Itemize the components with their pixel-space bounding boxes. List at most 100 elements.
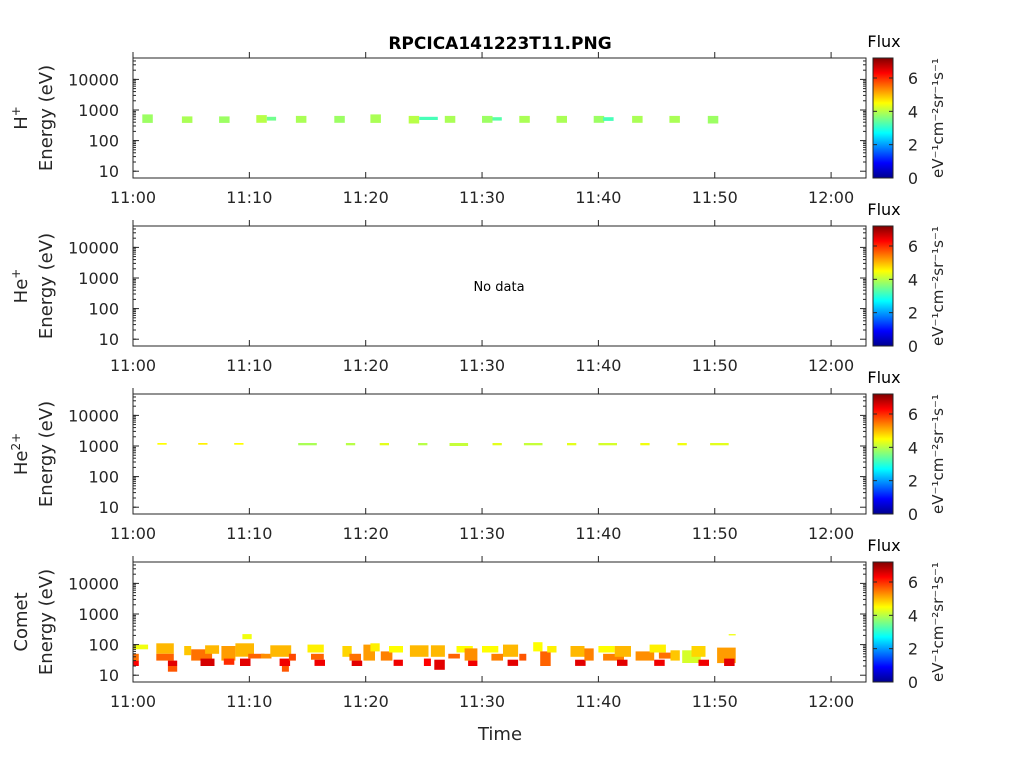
y-tick-label: 100 [88,132,119,151]
species-name: H [11,116,32,130]
flux-cell [491,653,503,661]
y-axis-label: Energy (eV) [36,569,57,675]
panel-4: 11:00 11:10 11:20 11:30 11:40 11:50 12:00 10 100… [11,536,947,711]
flux-cell [698,659,709,666]
colorbar: 0 2 4 6 Flux eV⁻¹cm⁻²sr⁻¹s⁻¹ [867,200,947,356]
x-tick-label: 11:10 [226,692,272,711]
colorbar-tick-label: 6 [908,69,918,88]
colorbar-tick-label: 2 [908,640,918,659]
flux-cell [430,645,445,657]
flux-cell [156,653,174,661]
colorbar-tick-label: 0 [908,673,918,692]
flux-cell [279,658,291,666]
flux-cell [242,634,252,640]
flux-cell [198,443,208,445]
x-tick-label: 11:20 [343,692,389,711]
flux-cell [342,646,352,657]
flux-cell [710,443,729,446]
x-tick-label: 12:00 [808,356,854,375]
plot-frame [132,393,867,515]
flux-cell [281,666,289,672]
colorbar-tick-label: 6 [908,237,918,256]
flux-cell [423,658,431,666]
flux-cell [256,115,267,123]
x-tick-label: 11:00 [110,188,156,207]
colorbar-tick-label: 6 [908,405,918,424]
x-tick-label: 11:10 [226,356,272,375]
flux-cell [464,648,478,661]
y-tick-label: 10000 [68,238,119,257]
flux-cell [677,443,687,446]
species-label: Comet [11,592,32,651]
flux-cell [492,443,502,446]
flux-cell [311,653,324,660]
y-tick-label: 100 [88,468,119,487]
flux-cell [707,115,719,124]
colorbar-title: Flux [867,32,900,51]
flux-cell [349,653,361,661]
panel-1: 11:00 11:10 11:20 11:30 11:40 11:50 12:00 10 100… [9,32,947,207]
colorbar-unit-label: eV⁻¹cm⁻²sr⁻¹s⁻¹ [929,394,947,514]
flux-cell [200,658,215,666]
flux-cell [448,653,460,659]
y-tick-label: 1000 [78,101,119,120]
x-tick-label: 11:40 [575,356,621,375]
flux-cell [167,660,178,666]
flux-cell [556,115,567,123]
y-tick-label: 10000 [68,70,119,89]
flux-cell [191,649,213,661]
colorbar-tick-label: 4 [908,438,918,457]
flux-cell [157,443,167,445]
flux-cell [669,115,680,123]
species-name: He [11,451,32,476]
flux-cell [409,645,429,657]
flux-cell [670,650,680,661]
flux-cell [444,115,456,123]
flux-cell [221,646,236,661]
flux-cell [523,443,543,446]
flux-cell [298,443,317,446]
colorbar: 0 2 4 6 Flux eV⁻¹cm⁻²sr⁻¹s⁻¹ [867,536,947,692]
no-data-note: No data [473,280,524,295]
x-tick-label: 11:20 [343,356,389,375]
colorbar-tick-label: 0 [908,505,918,524]
x-tick-label: 11:40 [575,692,621,711]
x-tick-label: 11:50 [692,356,738,375]
colorbar-unit-label: eV⁻¹cm⁻²sr⁻¹s⁻¹ [929,226,947,346]
flux-cell [295,115,307,123]
flux-cell [617,659,628,666]
colorbar-tick-label: 4 [908,102,918,121]
colorbar-tick-label: 0 [908,337,918,356]
flux-cell [408,115,420,124]
colorbar-unit-label: eV⁻¹cm⁻²sr⁻¹s⁻¹ [929,58,947,178]
x-tick-label: 11:50 [692,692,738,711]
flux-cell [728,634,736,636]
flux-cell [379,443,389,446]
plot-frame [132,561,867,683]
x-axis-label: Time [477,724,522,745]
flux-cell [468,660,478,666]
flux-cell [603,653,624,661]
x-tick-label: 12:00 [808,188,854,207]
flux-cell [649,644,666,653]
species-name: He [11,279,32,304]
x-tick-label: 11:50 [692,188,738,207]
flux-cell [240,658,251,666]
flux-cell [351,660,363,666]
flux-cell [133,660,139,666]
y-tick-label: 1000 [78,605,119,624]
flux-cell [419,116,438,120]
flux-cell [370,114,381,123]
colorbar-tick-label: 2 [908,136,918,155]
flux-cell [389,646,403,653]
colorbar-gradient [872,225,894,347]
flux-cell [503,644,519,657]
flux-cell [519,115,530,123]
colorbar-tick-label: 4 [908,270,918,289]
flux-cell [133,644,149,650]
flux-cell [540,651,551,666]
x-tick-label: 11:50 [692,524,738,543]
flux-cell [570,646,585,657]
flux-cell [603,117,614,121]
x-tick-label: 11:30 [459,524,505,543]
